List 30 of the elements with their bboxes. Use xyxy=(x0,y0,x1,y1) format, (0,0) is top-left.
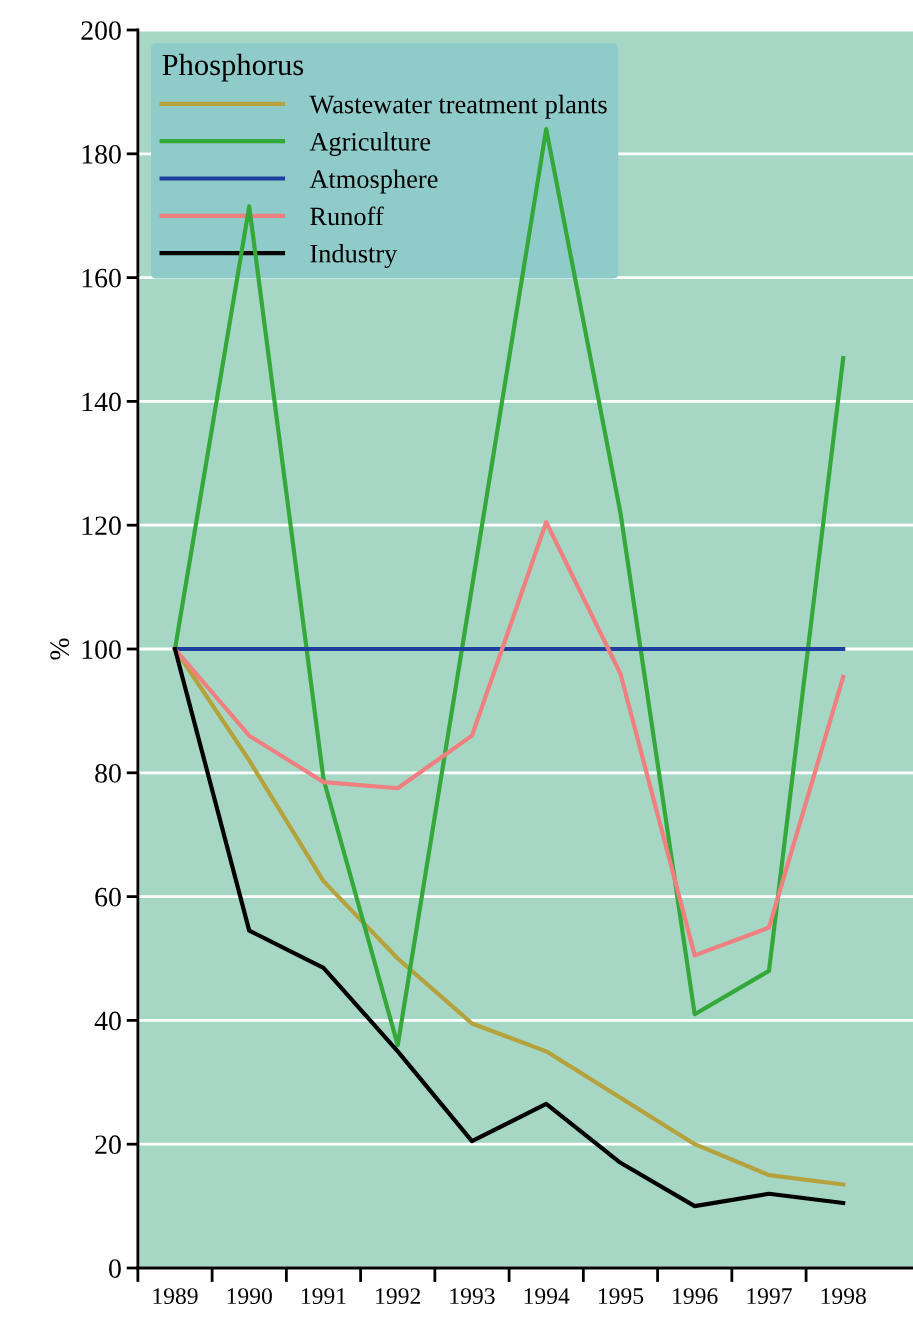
x-tick-label: 1989 xyxy=(153,1288,198,1305)
y-axis-title: % xyxy=(50,638,70,660)
legend-label: Runoff xyxy=(310,206,384,226)
line-series xyxy=(172,520,846,958)
y-tick-label: 160 xyxy=(82,268,121,288)
x-tick-label: 1997 xyxy=(747,1288,792,1305)
legend-label: Atmosphere xyxy=(309,169,438,194)
legend-label: Industry xyxy=(310,244,398,269)
legend-label: Wastewater treatment plants xyxy=(309,94,607,119)
y-tick-label: 140 xyxy=(82,392,121,412)
y-tick-label: 180 xyxy=(82,144,121,164)
x-tick-label: 1991 xyxy=(301,1288,346,1305)
y-tick-label: 80 xyxy=(95,763,121,783)
x-tick-label: 1998 xyxy=(821,1288,866,1305)
x-tick-label: 1990 xyxy=(227,1288,272,1305)
y-tick-label: 100 xyxy=(82,640,121,659)
x-tick-label: 1992 xyxy=(376,1288,421,1305)
x-tick-label: 1994 xyxy=(524,1288,570,1305)
y-tick-label: 200 xyxy=(81,21,121,40)
x-tick-label: 1993 xyxy=(450,1288,495,1305)
line-series xyxy=(172,126,846,1048)
legend-label: Agriculture xyxy=(309,132,431,157)
x-tick-label: 1996 xyxy=(673,1288,718,1305)
x-tick-label: 1995 xyxy=(598,1288,644,1305)
y-tick-label: 120 xyxy=(82,516,121,536)
legend-title: Phosphorus xyxy=(162,53,304,82)
y-tick-label: 20 xyxy=(95,1135,121,1155)
y-tick-label: 0 xyxy=(109,1259,121,1278)
y-tick-label: 40 xyxy=(94,1011,121,1031)
y-tick-label: 60 xyxy=(95,887,121,907)
